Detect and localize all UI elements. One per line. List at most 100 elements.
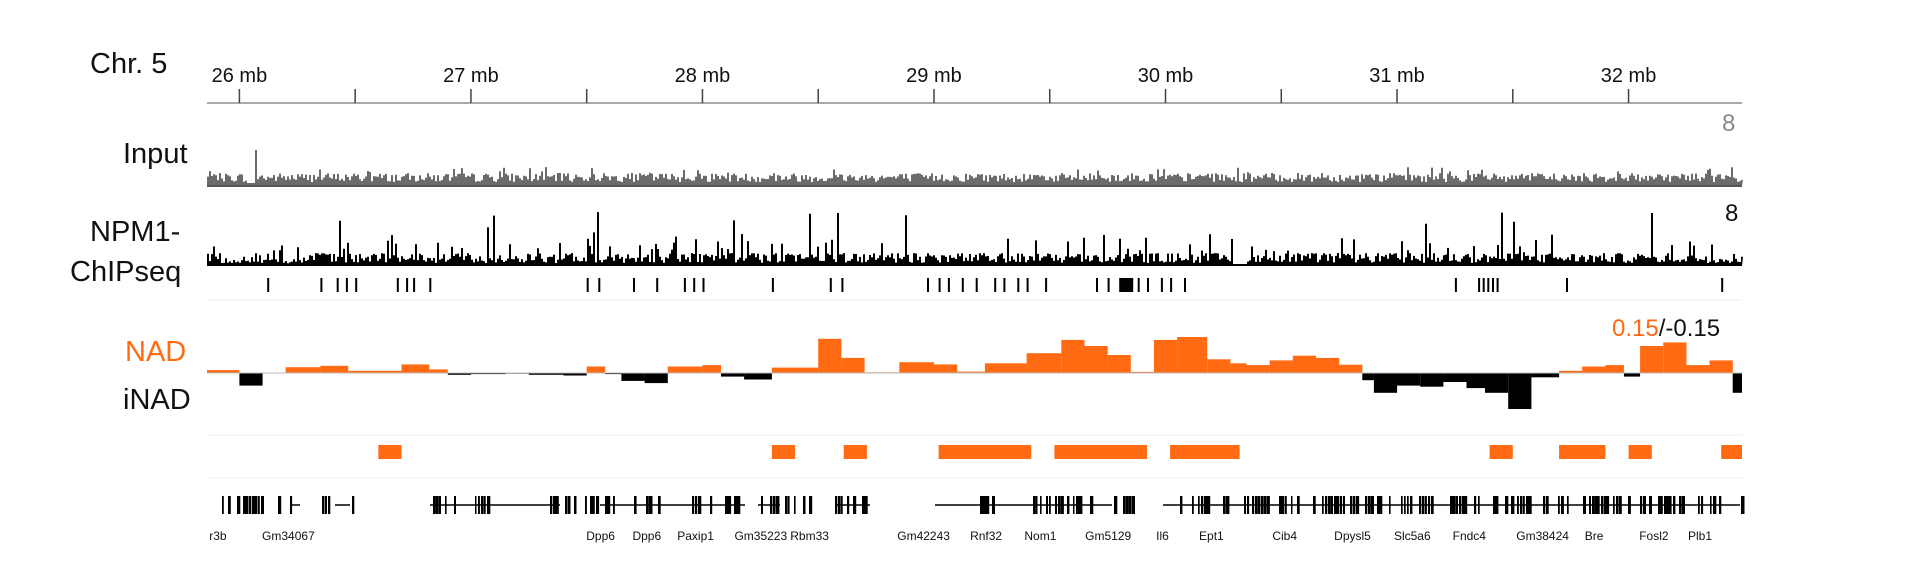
gene-exon	[249, 496, 252, 514]
npm1-peak	[1107, 278, 1110, 292]
gene-exon	[1331, 496, 1333, 514]
npm1-peak	[586, 278, 589, 292]
gene-exon	[1368, 496, 1371, 514]
gene-exon	[1616, 496, 1619, 514]
nad-bin	[1582, 366, 1606, 373]
gene-exon	[1604, 496, 1608, 514]
ruler-tick-label: 28 mb	[675, 65, 731, 87]
gene-exon	[1520, 496, 1523, 514]
gene-exon	[1592, 496, 1595, 514]
gene-exon	[770, 496, 773, 514]
gene-exon	[1049, 496, 1051, 514]
gene-exon	[1628, 496, 1631, 514]
gene-exon	[1377, 496, 1381, 514]
gene-exon	[261, 496, 264, 514]
npm1-peak	[320, 278, 323, 292]
nad-bin	[1269, 360, 1293, 373]
gene-label: Cib4	[1272, 529, 1297, 543]
nad-bin	[285, 367, 321, 373]
gene-exon	[475, 496, 477, 514]
npm1-peak	[413, 278, 416, 292]
gene-label: Fndc4	[1453, 529, 1487, 543]
gene-exon	[1698, 496, 1700, 514]
nad-scale-positive: 0.15	[1612, 315, 1659, 342]
gene-exon	[865, 496, 868, 514]
inad-bin	[1443, 373, 1467, 382]
npm1-peak	[345, 278, 348, 292]
nad-bin	[207, 370, 240, 373]
gene-label: Ept1	[1199, 529, 1224, 543]
gene-exon	[983, 496, 987, 514]
gene-exon	[481, 496, 484, 514]
gene-exon	[1667, 496, 1671, 514]
inad-bin	[1362, 373, 1374, 381]
gene-exon	[1343, 496, 1345, 514]
gene-exon	[761, 496, 763, 514]
npm1-peak	[947, 278, 950, 292]
gene-exon	[1129, 496, 1132, 514]
gene-exon	[290, 496, 293, 514]
nad-bin	[1107, 355, 1131, 373]
gene-exon	[1285, 496, 1287, 514]
gene-label: Dpysl5	[1334, 529, 1371, 543]
input-signal-track	[207, 150, 1743, 187]
gene-exon	[1389, 496, 1391, 514]
npm1-signal	[207, 212, 1743, 266]
npm1-peak	[961, 278, 964, 292]
gene-exon	[1114, 496, 1118, 514]
npm1-peak	[1496, 278, 1499, 292]
gene-exon	[835, 496, 838, 514]
coordinate-ruler: 26 mb 27 mb 28 mb 29 mb 30 mb 31 mb 32 mb	[207, 65, 1742, 104]
gene-exon	[1493, 496, 1497, 514]
gene-exon	[278, 496, 282, 514]
gene-exon	[1546, 496, 1549, 514]
nad-domain	[771, 445, 796, 459]
gene-exon	[1328, 496, 1331, 514]
gene-exon	[1661, 496, 1663, 514]
gene-exon	[439, 496, 441, 514]
gene-exon	[1365, 496, 1368, 514]
gene-exon	[1422, 496, 1425, 514]
gene-exon	[328, 496, 331, 514]
gene-exon	[1567, 496, 1569, 514]
gene-exon	[1076, 496, 1080, 514]
nad-bin	[1709, 360, 1733, 373]
inad-bin	[447, 373, 471, 375]
gene-exon	[237, 496, 241, 514]
gene-exon	[692, 496, 695, 514]
gene-exon	[992, 496, 995, 514]
input-signal	[207, 150, 1743, 186]
gene-exon	[1701, 496, 1704, 514]
inad-bin	[470, 373, 506, 375]
gene-exon	[986, 496, 990, 514]
nad-bin	[1292, 355, 1316, 373]
ruler-tick-label: 30 mb	[1138, 65, 1194, 87]
gene-exon	[1201, 496, 1204, 514]
nad-domain	[1628, 445, 1652, 459]
npm1-peak	[702, 278, 705, 292]
gene-exon	[1595, 496, 1599, 514]
gene-exon	[222, 496, 224, 514]
gene-exon	[433, 496, 436, 514]
npm1-peak	[1721, 278, 1724, 292]
inad-bin	[721, 373, 745, 377]
nad-bin	[401, 364, 430, 373]
nad-domain	[1489, 445, 1513, 459]
gene-exon	[1407, 496, 1409, 514]
inad-bin	[1531, 373, 1560, 378]
gene-exon	[776, 496, 780, 514]
gene-exon	[728, 496, 732, 514]
gene-label: Il6	[1156, 529, 1169, 543]
gene-exon	[1526, 496, 1530, 514]
ruler-tick-label: 27 mb	[443, 65, 499, 87]
inad-bin	[621, 373, 645, 381]
gene-exon	[1198, 496, 1200, 514]
input-scale-max: 8	[1722, 110, 1736, 137]
inad-track-label: iNAD	[123, 384, 191, 416]
npm1-peak	[396, 278, 399, 292]
gene-label: r3b	[209, 529, 227, 543]
nad-domain	[1054, 445, 1147, 459]
nad-bin	[841, 357, 865, 373]
nad-bin	[667, 366, 703, 373]
